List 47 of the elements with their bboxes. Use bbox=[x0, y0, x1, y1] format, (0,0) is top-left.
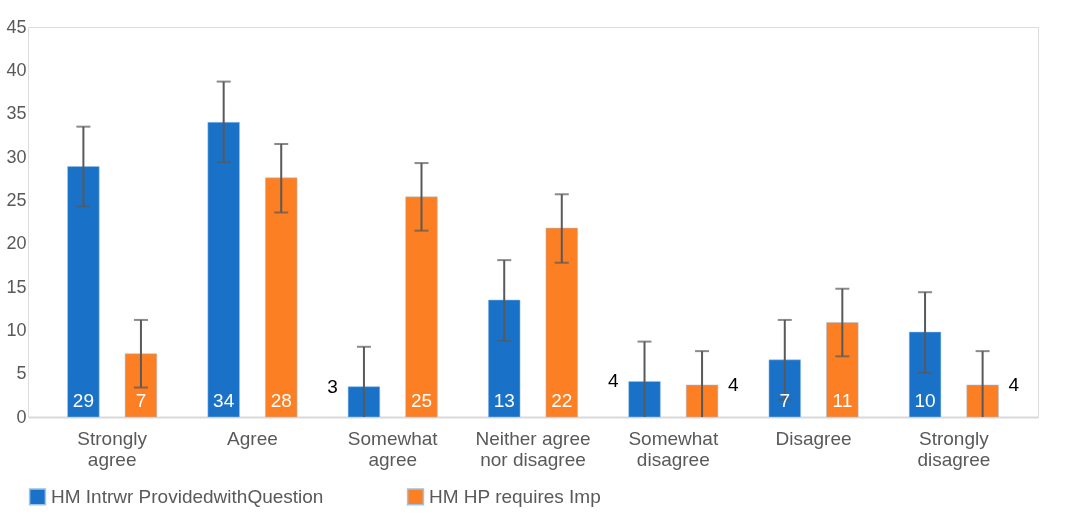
x-tick-label: Disagree bbox=[775, 427, 852, 449]
data-label: 4 bbox=[607, 370, 619, 392]
legend-label: HM HP requires Imp bbox=[429, 485, 601, 507]
y-tick-label: 30 bbox=[6, 146, 27, 167]
data-label: 10 bbox=[914, 390, 936, 411]
bar bbox=[685, 384, 719, 418]
y-tick-label: 35 bbox=[6, 103, 27, 124]
x-tick-label: Somewhat disagree bbox=[628, 427, 719, 470]
data-label: 7 bbox=[779, 390, 791, 411]
x-tick-label: Agree bbox=[227, 427, 278, 449]
data-label: 13 bbox=[493, 390, 515, 411]
bar bbox=[545, 227, 578, 418]
y-tick-label: 45 bbox=[6, 16, 27, 37]
bar bbox=[207, 122, 240, 418]
bar bbox=[265, 177, 298, 418]
data-label: 29 bbox=[72, 390, 94, 411]
data-label: 3 bbox=[327, 375, 338, 397]
y-tick-label: 0 bbox=[16, 406, 27, 427]
bar bbox=[488, 299, 521, 418]
data-label: 4 bbox=[728, 373, 740, 395]
bar bbox=[405, 196, 438, 418]
bar bbox=[826, 322, 859, 418]
data-label: 25 bbox=[410, 390, 433, 411]
y-tick-label: 5 bbox=[16, 363, 27, 384]
bar bbox=[124, 353, 158, 418]
bar bbox=[67, 166, 100, 418]
data-label: 34 bbox=[213, 390, 235, 411]
bar bbox=[347, 386, 381, 418]
y-tick-label: 15 bbox=[6, 276, 27, 297]
x-tick-label: Strongly agree bbox=[77, 427, 148, 470]
y-tick-label: 25 bbox=[6, 189, 27, 210]
x-tick-label: Somewhat agree bbox=[347, 427, 439, 470]
bar bbox=[966, 384, 999, 418]
y-tick-label: 20 bbox=[6, 233, 27, 254]
bar bbox=[768, 359, 801, 418]
data-label: 11 bbox=[832, 390, 853, 411]
legend-label: HM Intrwr ProvidedwithQuestion bbox=[51, 485, 324, 507]
x-tick-label: Strongly disagree bbox=[917, 427, 991, 470]
bar bbox=[628, 381, 661, 418]
data-label: 22 bbox=[551, 390, 573, 411]
x-tick-label: Neither agree nor disagree bbox=[475, 427, 591, 470]
data-label: 4 bbox=[1008, 373, 1020, 395]
data-label: 7 bbox=[135, 390, 147, 411]
y-tick-label: 40 bbox=[6, 59, 27, 80]
y-tick-label: 10 bbox=[6, 319, 27, 340]
data-label: 28 bbox=[270, 390, 292, 411]
bar bbox=[908, 331, 942, 418]
